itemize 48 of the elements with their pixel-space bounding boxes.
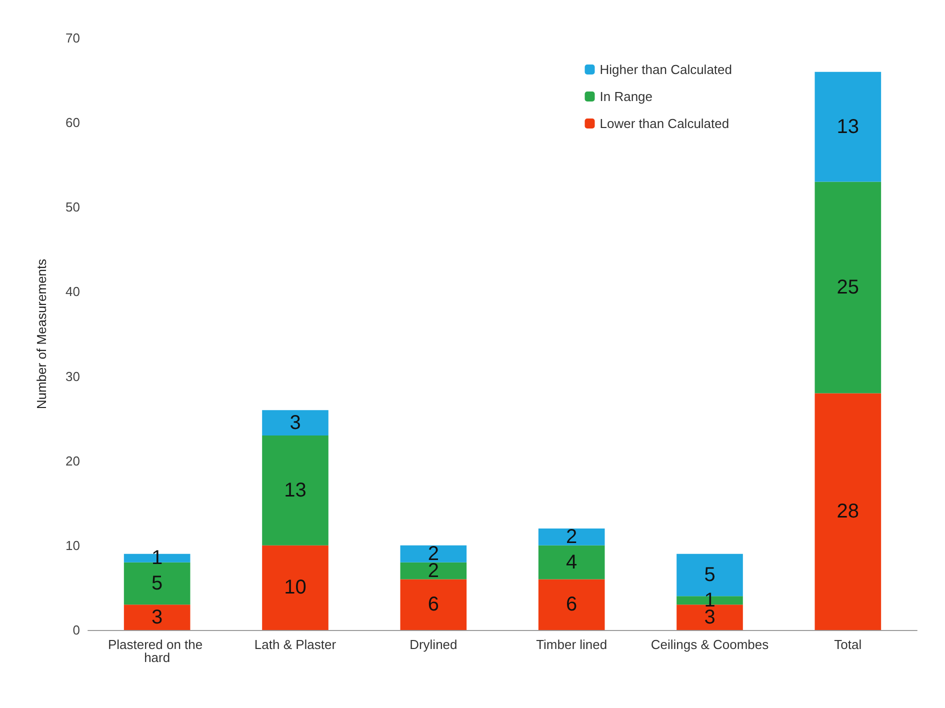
data-label: 2	[428, 560, 439, 582]
bar	[814, 72, 882, 182]
data-label: 4	[566, 551, 578, 574]
legend-label: In Range	[600, 89, 653, 104]
data-label: 5	[152, 572, 163, 594]
y-tick-label: 20	[66, 453, 80, 468]
x-tick-label: Ceilings & Coombes	[650, 637, 770, 652]
bar	[400, 562, 467, 580]
bar	[400, 545, 467, 562]
bar	[814, 182, 882, 394]
y-tick-label: 50	[66, 200, 80, 215]
data-label: 3	[290, 412, 301, 434]
bar	[814, 393, 882, 630]
data-label: 3	[152, 606, 163, 628]
y-tick-label: 70	[66, 30, 80, 46]
data-label: 6	[428, 594, 439, 616]
data-label: 10	[284, 576, 306, 599]
bar	[262, 545, 328, 630]
y-tick-label: 30	[66, 368, 80, 384]
bar	[538, 545, 605, 580]
y-axis-title: Number of Measurements	[34, 258, 49, 410]
data-label: 3	[704, 606, 716, 628]
data-label: 28	[836, 500, 860, 523]
bar	[124, 604, 190, 630]
y-tick-label: 0	[72, 622, 80, 638]
bar	[262, 410, 328, 436]
bar	[124, 562, 190, 605]
x-tick-label: Drylined	[410, 637, 458, 652]
data-label: 13	[836, 116, 860, 138]
data-label: 25	[836, 276, 860, 298]
y-tick-label: 60	[66, 115, 80, 130]
x-tick-label: Total	[834, 637, 862, 652]
legend-label: Higher than Calculated	[600, 62, 732, 77]
data-label: 6	[566, 594, 578, 616]
data-label: 2	[566, 526, 578, 548]
x-tick-label: Timber lined	[536, 637, 608, 652]
legend-label: Lower than Calculated	[600, 116, 730, 131]
bar	[538, 528, 605, 546]
y-tick-label: 10	[66, 538, 80, 553]
bar	[538, 579, 605, 630]
x-tick-label: Lath & Plaster	[254, 637, 337, 652]
bar	[676, 604, 743, 630]
data-label: 5	[704, 564, 716, 586]
bar	[400, 579, 467, 630]
x-tick-label: Plastered on the hard	[108, 637, 206, 665]
data-label: 13	[284, 479, 306, 502]
y-tick-label: 40	[66, 284, 80, 300]
bar	[262, 435, 328, 546]
